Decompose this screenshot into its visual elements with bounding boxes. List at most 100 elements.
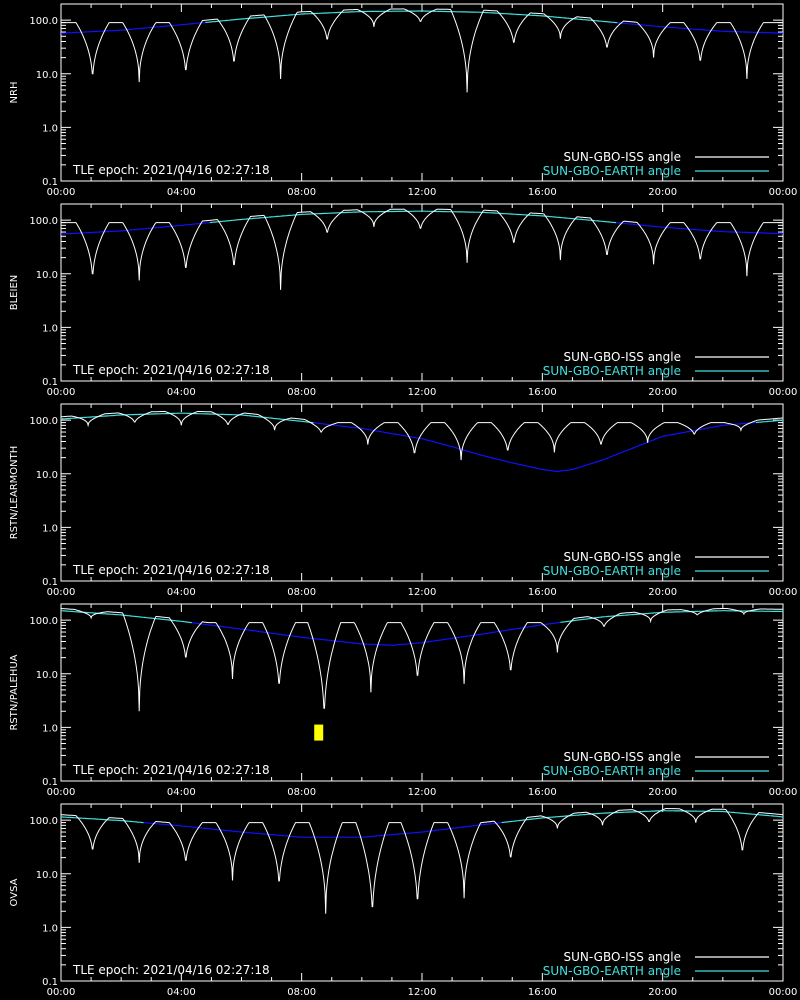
y-tick-label: 1.0 [42,923,58,934]
y-tick-label: 10.0 [36,270,58,281]
y-axis-label: RSTN/LEARMONTH [9,446,20,540]
earth-angle-line [617,22,783,34]
panel-nrh: 0.1 1.0 10.0 100.0 NRH 00:00 04:00 08:00 12:00 16… [9,3,798,198]
x-tick-label: 16:00 [528,187,557,198]
x-tick-label: 08:00 [287,387,316,398]
x-tick-label: 04:00 [167,187,196,198]
y-axis-label: NRH [9,82,20,104]
x-tick-label: 00:00 [769,987,798,998]
earth-angle-line [209,210,617,224]
legend-label-iss: SUN-GBO-ISS angle [564,550,681,564]
tle-epoch-label: TLE epoch: 2021/04/16 02:27:18 [72,163,270,177]
earth-angle-line [755,419,784,424]
y-tick-label: 0.1 [42,577,58,588]
y-tick-label: 0.1 [42,177,58,188]
x-tick-label: 00:00 [769,787,798,798]
x-tick-label: 16:00 [528,987,557,998]
earth-angle-line [60,412,314,424]
x-tick-label: 00:00 [769,587,798,598]
x-tick-label: 00:00 [47,387,76,398]
x-tick-label: 08:00 [287,787,316,798]
x-tick-label: 00:00 [769,187,798,198]
panel-rstn-palehua: 0.1 1.0 10.0 100.0 RSTN/PALEHUA 00:00 04:00 08:… [9,603,798,798]
x-tick-label: 12:00 [408,987,437,998]
y-tick-label: 100.0 [29,816,58,827]
x-tick-label: 12:00 [408,387,437,398]
y-tick-label: 10.0 [36,70,58,81]
x-tick-label: 00:00 [769,387,798,398]
earth-angle-line [143,821,502,838]
x-tick-label: 00:00 [47,587,76,598]
panel-rstn-learmonth: 0.1 1.0 10.0 100.0 RSTN/LEARMONTH 00:00 04:00 0… [9,403,798,598]
y-tick-label: 100.0 [29,216,58,227]
y-tick-label: 1.0 [42,323,58,334]
x-tick-label: 20:00 [648,187,677,198]
earth-angle-line [501,810,784,824]
tle-epoch-label: TLE epoch: 2021/04/16 02:27:18 [72,363,270,377]
earth-angle-line [205,10,618,24]
x-tick-label: 20:00 [648,387,677,398]
legend-label-earth: SUN-GBO-EARTH angle [543,164,681,178]
x-tick-label: 04:00 [167,587,196,598]
legend-label-iss: SUN-GBO-ISS angle [564,150,681,164]
legend-label-iss: SUN-GBO-ISS angle [564,950,681,964]
y-axis-label: RSTN/PALEHUA [9,654,20,730]
y-tick-label: 1.0 [42,523,58,534]
legend-label-earth: SUN-GBO-EARTH angle [543,764,681,778]
x-tick-label: 08:00 [287,987,316,998]
y-tick-label: 1.0 [42,123,58,134]
x-tick-label: 12:00 [408,587,437,598]
x-tick-label: 08:00 [287,187,316,198]
y-tick-label: 10.0 [36,670,58,681]
x-tick-label: 08:00 [287,587,316,598]
y-tick-label: 100.0 [29,16,58,27]
y-axis-label: OVSA [9,878,20,906]
earth-angle-line [60,816,144,824]
x-tick-label: 12:00 [408,787,437,798]
x-tick-label: 20:00 [648,787,677,798]
legend-label-earth: SUN-GBO-EARTH angle [543,564,681,578]
event-marker [314,724,324,741]
iss-angle-line [61,808,784,914]
tle-epoch-label: TLE epoch: 2021/04/16 02:27:18 [72,563,270,577]
x-tick-label: 16:00 [528,387,557,398]
x-tick-label: 04:00 [167,387,196,398]
x-tick-label: 16:00 [528,587,557,598]
y-tick-label: 0.1 [42,777,58,788]
y-tick-label: 0.1 [42,377,58,388]
y-tick-label: 100.0 [29,416,58,427]
earth-angle-line [313,421,756,473]
legend-label-earth: SUN-GBO-EARTH angle [543,364,681,378]
tle-epoch-label: TLE epoch: 2021/04/16 02:27:18 [72,763,270,777]
x-tick-label: 20:00 [648,587,677,598]
tle-epoch-label: TLE epoch: 2021/04/16 02:27:18 [72,963,270,977]
y-axis-label: BLEIEN [9,275,20,311]
x-tick-label: 04:00 [167,987,196,998]
earth-angle-line [60,221,210,235]
legend-label-iss: SUN-GBO-ISS angle [564,350,681,364]
x-tick-label: 12:00 [408,187,437,198]
x-tick-label: 04:00 [167,787,196,798]
x-tick-label: 16:00 [528,787,557,798]
y-tick-label: 10.0 [36,870,58,881]
y-tick-label: 100.0 [29,616,58,627]
y-tick-label: 0.1 [42,977,58,988]
earth-angle-line [560,610,783,623]
y-tick-label: 1.0 [42,723,58,734]
panel-ovsa: 0.1 1.0 10.0 100.0 OVSA 00:00 04:00 08:00 12:00 1… [9,803,798,998]
y-tick-label: 10.0 [36,470,58,481]
iss-angle-line [60,410,784,461]
iss-angle-line [61,8,783,93]
earth-angle-line [61,21,206,34]
iss-angle-line [61,208,783,290]
x-tick-label: 00:00 [47,187,76,198]
x-tick-label: 00:00 [47,787,76,798]
x-tick-label: 00:00 [47,987,76,998]
x-tick-label: 20:00 [648,987,677,998]
legend-label-iss: SUN-GBO-ISS angle [564,750,681,764]
panel-bleien: 0.1 1.0 10.0 100.0 BLEIEN 00:00 04:00 08:00 12:0… [9,203,798,398]
earth-angle-line [615,222,783,235]
earth-angle-line [60,610,192,624]
iss-angle-line [61,608,783,712]
